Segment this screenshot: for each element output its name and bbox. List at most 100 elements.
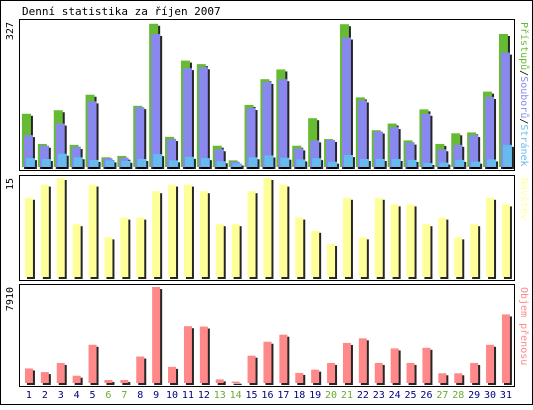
x-tick-label-day-9: 9 — [153, 390, 159, 401]
bar-visits-day-9 — [152, 191, 161, 277]
bar-souboru-day-17 — [278, 79, 288, 167]
x-tick-label-day-24: 24 — [389, 390, 401, 401]
bar-souboru-day-21 — [341, 37, 351, 167]
x-tick-label-day-13: 13 — [214, 390, 226, 401]
bar-souboru-day-29 — [469, 135, 479, 167]
legend-entry-Návštěv: Návštěv — [518, 178, 530, 220]
bar-volume-day-3 — [56, 362, 65, 383]
bar-stranek-day-25 — [407, 159, 417, 167]
bar-stranek-day-14 — [232, 163, 242, 167]
bar-stranek-day-15 — [248, 157, 258, 167]
bar-volume-day-14 — [231, 381, 240, 383]
bar-souboru-day-15 — [246, 108, 256, 167]
legend-separator: / — [518, 118, 529, 124]
bar-volume-day-18 — [295, 372, 304, 383]
bar-souboru-day-23 — [373, 131, 383, 167]
bar-stranek-day-30 — [487, 159, 497, 167]
bar-souboru-day-26 — [421, 113, 431, 167]
bar-volume-day-11 — [183, 326, 192, 383]
bar-stranek-day-13 — [216, 161, 226, 167]
x-tick-label-day-17: 17 — [277, 390, 289, 401]
bar-visits-day-20 — [327, 244, 336, 277]
bar-souboru-day-18 — [294, 148, 304, 167]
bar-visits-day-28 — [454, 237, 463, 277]
x-tick-label-day-19: 19 — [309, 390, 321, 401]
bar-souboru-day-31 — [500, 52, 510, 167]
bar-volume-day-25 — [406, 362, 415, 383]
panel-visits-ymax-label: 15 — [5, 178, 16, 190]
bar-stranek-day-3 — [57, 153, 67, 167]
x-tick-label-day-5: 5 — [90, 390, 96, 401]
bar-souboru-day-5 — [87, 101, 97, 167]
bar-stranek-day-17 — [280, 157, 290, 167]
bar-volume-day-15 — [247, 355, 256, 383]
bar-souboru-day-13 — [214, 149, 224, 167]
bar-souboru-day-11 — [182, 68, 192, 167]
x-tick-label-day-6: 6 — [105, 390, 111, 401]
chart-title: Denní statistika za říjen 2007 — [22, 5, 221, 18]
bar-souboru-day-4 — [71, 147, 81, 167]
bar-volume-day-17 — [279, 334, 288, 383]
bar-visits-day-22 — [358, 237, 367, 277]
bar-souboru-day-24 — [389, 127, 399, 167]
bar-volume-day-2 — [40, 372, 49, 383]
bar-stranek-day-9 — [153, 154, 163, 167]
bar-volume-day-16 — [263, 341, 272, 383]
panel-frame-volume — [19, 284, 515, 387]
bar-visits-day-17 — [279, 184, 288, 277]
x-tick-label-day-4: 4 — [74, 390, 80, 401]
legend-entry-Souborů: Souborů — [518, 76, 530, 118]
bar-volume-day-7-shadow — [122, 381, 131, 385]
x-tick-label-day-10: 10 — [166, 390, 178, 401]
x-tick-label-day-27: 27 — [436, 390, 448, 401]
bar-souboru-day-30 — [485, 96, 495, 167]
panel-volume-ymax-label: 7910 — [5, 287, 16, 311]
bar-stranek-day-12 — [200, 158, 210, 167]
x-tick-label-day-22: 22 — [357, 390, 369, 401]
bar-visits-day-7 — [120, 217, 129, 277]
bar-visits-day-31 — [501, 204, 510, 277]
x-tick-label-day-1: 1 — [26, 390, 32, 401]
bar-souboru-day-1 — [23, 135, 33, 167]
x-tick-label-day-25: 25 — [405, 390, 417, 401]
bar-stranek-day-22 — [359, 159, 369, 167]
bar-visits-day-14 — [231, 224, 240, 277]
bar-souboru-day-10 — [167, 139, 177, 167]
bar-stranek-day-28 — [455, 159, 465, 167]
bar-stranek-day-11 — [184, 156, 194, 167]
bar-souboru-day-2 — [39, 145, 49, 167]
bar-stranek-day-5 — [89, 159, 99, 167]
bar-volume-day-13-shadow — [217, 381, 226, 385]
bar-visits-day-5 — [88, 184, 97, 277]
bar-volume-day-30 — [486, 344, 495, 383]
bar-volume-day-19 — [311, 369, 320, 383]
bar-stranek-day-10 — [169, 160, 179, 167]
bar-stranek-day-21 — [343, 155, 353, 167]
bar-volume-day-6 — [104, 379, 113, 383]
panel-volume-legend: Objem přenosu — [518, 287, 530, 365]
x-tick-label-day-18: 18 — [293, 390, 305, 401]
legend-entry-Přístupů: Přístupů — [518, 22, 530, 70]
legend-entry-Objem přenosu: Objem přenosu — [518, 287, 530, 365]
bar-souboru-day-8 — [135, 107, 145, 167]
bar-souboru-day-16 — [262, 81, 272, 167]
bar-stranek-day-19 — [312, 158, 322, 167]
bar-volume-day-5 — [88, 344, 97, 383]
x-tick-label-day-7: 7 — [121, 390, 127, 401]
bar-souboru-day-27 — [437, 149, 447, 167]
bar-stranek-day-26-shadow — [425, 165, 435, 169]
x-tick-label-day-30: 30 — [484, 390, 496, 401]
bar-souboru-day-22 — [357, 100, 367, 167]
bar-volume-day-23 — [374, 362, 383, 383]
bar-volume-day-4 — [72, 375, 81, 383]
bar-volume-day-31 — [501, 314, 510, 383]
bar-souboru-day-20 — [326, 139, 336, 167]
bar-visits-day-6 — [104, 237, 113, 277]
x-tick-label-day-12: 12 — [198, 390, 210, 401]
bar-stranek-day-27 — [439, 162, 449, 167]
bar-visits-day-12 — [199, 191, 208, 277]
bar-souboru-day-28 — [453, 144, 463, 167]
bar-visits-day-13 — [215, 224, 224, 277]
x-tick-label-day-31: 31 — [500, 390, 512, 401]
x-tick-label-day-29: 29 — [468, 390, 480, 401]
